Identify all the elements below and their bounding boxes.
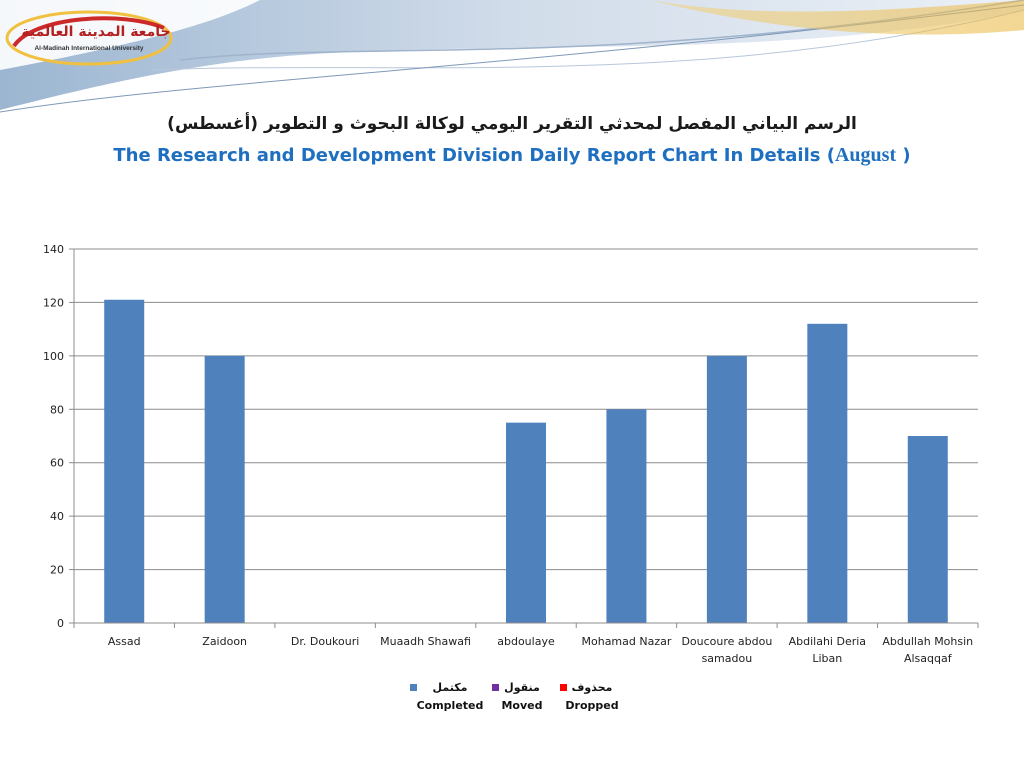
legend-label-english: Moved bbox=[501, 699, 543, 712]
logo-english-text: Al-Madinah International University bbox=[34, 45, 143, 52]
legend-swatch-completed bbox=[410, 684, 417, 691]
legend-swatch-moved bbox=[492, 684, 499, 691]
legend-item-dropped: محذوف Dropped bbox=[542, 680, 642, 714]
university-logo: جامعة المدينة العالمية Al-Madinah Intern… bbox=[4, 6, 174, 66]
legend-swatch-dropped bbox=[560, 684, 567, 691]
x-tick-label: Dr. Doukouri bbox=[291, 635, 359, 648]
y-tick-label: 120 bbox=[43, 296, 64, 309]
legend-label-arabic: محذوف bbox=[571, 681, 613, 694]
x-tick-label: Muaadh Shawafi bbox=[380, 635, 471, 648]
bar-completed bbox=[706, 355, 747, 623]
title-english-text: The Research and Development Division Da… bbox=[113, 145, 835, 166]
y-tick-label: 100 bbox=[43, 350, 64, 363]
chart-legend: مكتمل Completed منقول Moved محذوف Droppe… bbox=[0, 680, 1024, 720]
x-tick-label: Doucoure abdou samadou bbox=[681, 635, 772, 665]
logo-arabic-text: جامعة المدينة العالمية bbox=[21, 24, 170, 40]
x-tick-label: Mohamad Nazar bbox=[582, 635, 672, 648]
y-tick-label: 60 bbox=[50, 457, 64, 470]
bar-completed bbox=[606, 409, 647, 623]
logo-emblem-icon: جامعة المدينة العالمية Al-Madinah Intern… bbox=[5, 10, 173, 66]
title-close: ) bbox=[896, 145, 911, 166]
x-axis: Assad Zaidoon Dr. Doukouri Muaadh Shawafi ab… bbox=[73, 622, 979, 665]
bar-completed bbox=[907, 436, 948, 623]
x-tick-label: Abdullah Mohsin Alsaqqaf bbox=[882, 635, 973, 665]
legend-label-english: Dropped bbox=[565, 699, 619, 712]
x-tick-label: Abdilahi Deria Liban bbox=[789, 635, 866, 665]
y-tick-label: 80 bbox=[50, 403, 64, 416]
bar-completed bbox=[807, 323, 848, 623]
legend-label-english: Completed bbox=[416, 699, 484, 712]
bars bbox=[104, 299, 948, 623]
bar-chart: 0 20 40 60 80 100 120 140 Assad Zaidoon Dr. Douko… bbox=[43, 243, 979, 665]
y-tick-label: 40 bbox=[50, 510, 64, 523]
y-axis: 0 20 40 60 80 100 120 140 bbox=[43, 243, 75, 630]
x-tick-label: abdoulaye bbox=[497, 635, 555, 648]
y-tick-label: 140 bbox=[43, 243, 64, 256]
bar-completed bbox=[104, 299, 145, 623]
title-month: August bbox=[834, 144, 897, 166]
x-tick-label: Assad bbox=[108, 635, 141, 648]
bar-completed bbox=[204, 355, 245, 623]
y-tick-label: 20 bbox=[50, 564, 64, 577]
legend-label-arabic: منقول bbox=[504, 681, 540, 694]
legend-item-moved: منقول Moved bbox=[472, 680, 572, 714]
legend-label-arabic: مكتمل bbox=[432, 681, 468, 694]
bar-completed bbox=[506, 422, 546, 623]
chart-title-arabic: الرسم البياني المفصل لمحدثي التقرير اليو… bbox=[167, 114, 857, 134]
header-decoration bbox=[0, 0, 1024, 113]
y-tick-label: 0 bbox=[57, 617, 64, 630]
legend-item-completed: مكتمل Completed bbox=[400, 680, 500, 714]
chart-title-english: The Research and Development Division Da… bbox=[0, 144, 1024, 167]
x-tick-label: Zaidoon bbox=[202, 635, 247, 648]
